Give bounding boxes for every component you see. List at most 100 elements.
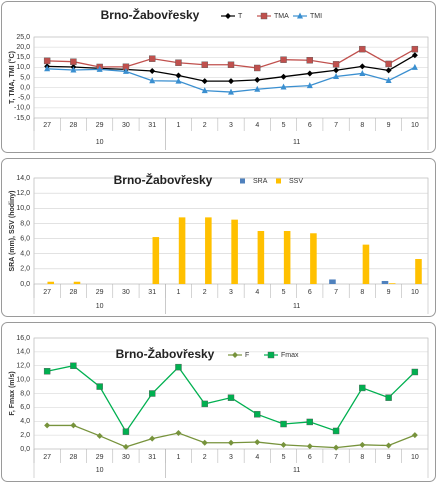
x-tick-label: 8 (360, 122, 364, 129)
marker (201, 87, 208, 94)
marker (280, 73, 287, 80)
marker (359, 63, 366, 70)
y-tick-label: 16,0 (16, 335, 30, 342)
marker (43, 368, 51, 375)
bar (231, 219, 238, 284)
x-tick-label: 10 (411, 289, 419, 296)
marker (225, 13, 231, 19)
bar (310, 233, 317, 284)
marker (333, 67, 340, 74)
x-tick-label: 2 (203, 122, 207, 129)
marker (306, 443, 313, 450)
marker (122, 67, 129, 74)
marker (175, 77, 182, 84)
x-tick-label: 31 (148, 454, 156, 461)
marker (122, 443, 129, 450)
x-tick-label: 5 (282, 289, 286, 296)
legend-label: SSV (289, 178, 303, 185)
marker (175, 72, 182, 79)
y-tick-label: -10,0 (14, 105, 30, 112)
legend-label: T (238, 13, 243, 20)
y-axis-label: F, Fmax (m/s) (9, 371, 16, 415)
y-tick-label: 12,0 (16, 363, 30, 370)
x-tick-label: 8 (360, 289, 364, 296)
x-tick-label: 30 (122, 454, 130, 461)
x-tick-label: 5 (282, 122, 286, 129)
marker (149, 68, 156, 75)
marker (280, 420, 287, 428)
marker (359, 441, 366, 448)
x-tick-label: 1 (177, 289, 181, 296)
y-axis-label: SRA (mm), SSV (hodiny) (9, 190, 16, 271)
x-tick-label: 9 (387, 289, 391, 296)
marker (280, 83, 287, 90)
marker (254, 411, 261, 418)
marker (228, 88, 234, 95)
marker (260, 12, 268, 20)
y-tick-label: 4,0 (20, 251, 30, 258)
group-label: 10 (96, 467, 104, 474)
y-tick-label: 20,0 (16, 44, 30, 51)
y-tick-label: 8,0 (20, 220, 30, 227)
group-label: 10 (96, 139, 104, 146)
marker (306, 82, 313, 89)
y-tick-label: 2,0 (20, 432, 30, 439)
x-tick-label: 4 (255, 122, 259, 129)
chart-title: Brno-Žabovřesky (116, 346, 215, 361)
y-tick-label: 0,0 (20, 84, 30, 91)
bar (152, 237, 160, 284)
plot-area (33, 177, 429, 285)
x-tick-label: 10 (411, 122, 419, 129)
x-tick-label: 7 (334, 122, 338, 129)
marker (254, 64, 261, 72)
x-tick-label: 29 (96, 454, 104, 461)
marker (411, 63, 418, 70)
marker (254, 76, 261, 83)
marker (44, 422, 51, 429)
bar (415, 259, 422, 284)
x-tick-label: 1 (177, 122, 181, 129)
y-tick-label: -15,0 (14, 115, 30, 122)
marker (122, 428, 130, 435)
x-tick-label: 28 (70, 289, 78, 296)
marker (70, 362, 77, 369)
bar (205, 217, 212, 284)
y-tick-label: 10,0 (16, 64, 30, 71)
x-tick-label: 5 (282, 454, 286, 461)
group-label: 11 (293, 467, 300, 474)
marker (254, 439, 261, 446)
x-tick-label: 6 (308, 122, 312, 129)
y-tick-label: 15,0 (16, 54, 30, 61)
marker (70, 66, 77, 73)
bar (73, 281, 81, 284)
marker (385, 67, 392, 74)
x-tick-label: 3 (229, 122, 233, 129)
marker (333, 444, 340, 451)
marker (175, 363, 182, 371)
x-tick-label: 9 (387, 122, 391, 129)
marker (267, 351, 275, 359)
y-axis-label: T, TMA, TMI (°C) (8, 51, 16, 104)
x-tick-label: 6 (308, 454, 312, 461)
x-tick-label: 28 (70, 122, 78, 129)
legend-label: SRA (253, 178, 268, 185)
x-tick-label: 30 (122, 289, 130, 296)
bar (388, 283, 396, 284)
x-tick-label: 6 (308, 289, 312, 296)
marker (96, 65, 103, 72)
marker (280, 441, 287, 448)
x-tick-label: 27 (43, 122, 51, 129)
x-tick-label: 31 (148, 289, 156, 296)
y-tick-label: 2,0 (20, 266, 30, 273)
y-tick-label: 25,0 (16, 34, 30, 41)
x-tick-label: 9 (387, 454, 391, 461)
x-tick-label: 28 (70, 454, 78, 461)
x-tick-label: 2 (203, 289, 207, 296)
marker (148, 390, 156, 397)
x-tick-label: 7 (334, 289, 338, 296)
group-label: 11 (293, 139, 300, 146)
x-tick-label: 10 (411, 454, 419, 461)
y-tick-label: -5,0 (18, 95, 30, 102)
y-tick-label: 5,0 (20, 74, 30, 81)
